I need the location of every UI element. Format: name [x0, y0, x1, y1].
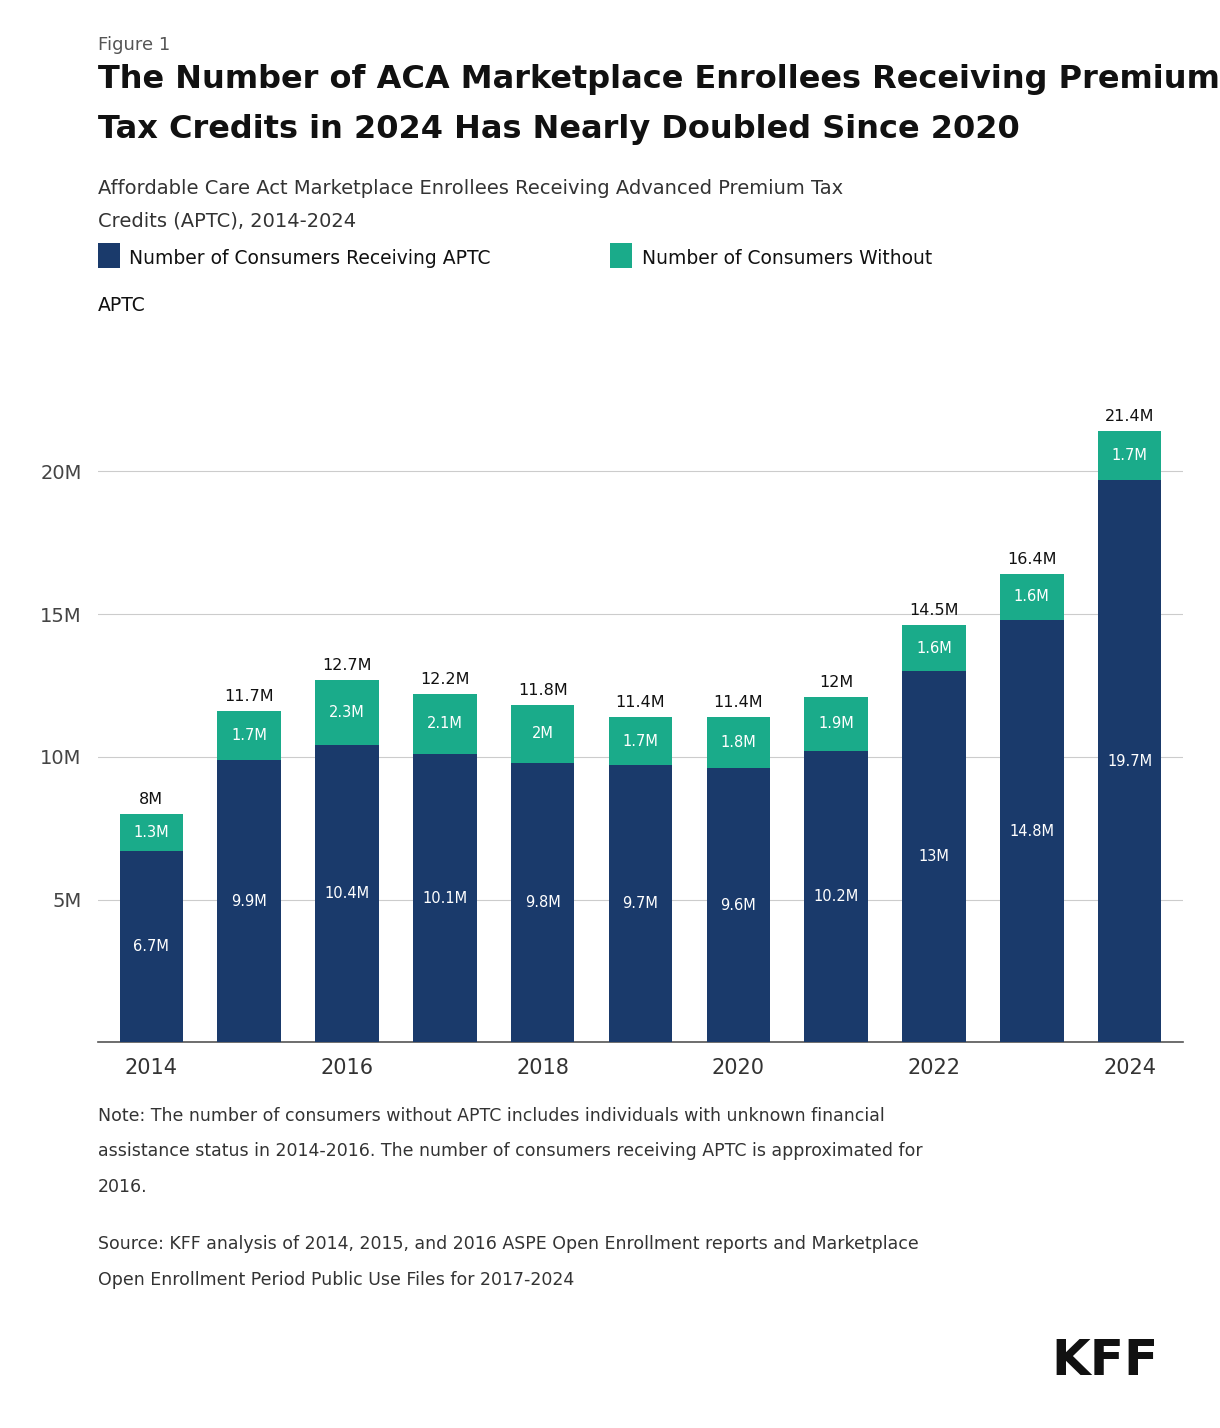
- Bar: [609, 765, 672, 1042]
- Text: assistance status in 2014-2016. The number of consumers receiving APTC is approx: assistance status in 2014-2016. The numb…: [98, 1142, 922, 1161]
- Text: 14.5M: 14.5M: [909, 603, 959, 618]
- Text: 9.9M: 9.9M: [232, 894, 267, 908]
- Text: 1.7M: 1.7M: [1111, 448, 1148, 463]
- Bar: [511, 763, 575, 1042]
- Text: 6.7M: 6.7M: [133, 940, 170, 954]
- Bar: [511, 705, 575, 763]
- Text: 12.7M: 12.7M: [322, 657, 372, 673]
- Bar: [217, 760, 281, 1042]
- Text: Note: The number of consumers without APTC includes individuals with unknown fin: Note: The number of consumers without AP…: [98, 1107, 884, 1125]
- Text: 1.6M: 1.6M: [916, 641, 952, 655]
- Bar: [414, 754, 477, 1042]
- Bar: [902, 625, 966, 671]
- Bar: [414, 694, 477, 754]
- Text: 1.7M: 1.7M: [232, 728, 267, 743]
- Bar: [217, 711, 281, 760]
- Text: 21.4M: 21.4M: [1105, 408, 1154, 424]
- Text: 12M: 12M: [819, 674, 853, 690]
- Text: 1.6M: 1.6M: [1014, 590, 1049, 604]
- Text: 10.1M: 10.1M: [422, 891, 467, 905]
- Text: KFF: KFF: [1052, 1337, 1159, 1385]
- Bar: [804, 751, 867, 1042]
- Text: Open Enrollment Period Public Use Files for 2017-2024: Open Enrollment Period Public Use Files …: [98, 1271, 573, 1289]
- Bar: [1098, 431, 1161, 480]
- Text: 1.3M: 1.3M: [133, 825, 170, 840]
- Text: 13M: 13M: [919, 850, 949, 864]
- Bar: [1000, 620, 1064, 1042]
- Text: 16.4M: 16.4M: [1006, 551, 1057, 567]
- Text: Figure 1: Figure 1: [98, 36, 170, 54]
- Bar: [902, 671, 966, 1042]
- Text: 8M: 8M: [139, 791, 163, 807]
- Text: 11.4M: 11.4M: [616, 694, 665, 710]
- Text: Tax Credits in 2024 Has Nearly Doubled Since 2020: Tax Credits in 2024 Has Nearly Doubled S…: [98, 114, 1020, 146]
- Text: 2016.: 2016.: [98, 1178, 148, 1197]
- Text: 11.4M: 11.4M: [714, 694, 764, 710]
- Text: 12.2M: 12.2M: [420, 671, 470, 687]
- Text: 1.8M: 1.8M: [721, 735, 756, 750]
- Text: 10.4M: 10.4M: [325, 887, 370, 901]
- Text: The Number of ACA Marketplace Enrollees Receiving Premium: The Number of ACA Marketplace Enrollees …: [98, 64, 1220, 96]
- Bar: [120, 814, 183, 851]
- Text: Affordable Care Act Marketplace Enrollees Receiving Advanced Premium Tax: Affordable Care Act Marketplace Enrollee…: [98, 178, 843, 197]
- Text: Number of Consumers Receiving APTC: Number of Consumers Receiving APTC: [129, 248, 490, 268]
- Text: 2.3M: 2.3M: [329, 705, 365, 720]
- Text: 14.8M: 14.8M: [1009, 824, 1054, 838]
- Bar: [120, 851, 183, 1042]
- Text: Credits (APTC), 2014-2024: Credits (APTC), 2014-2024: [98, 211, 356, 230]
- Bar: [609, 717, 672, 765]
- Text: 11.7M: 11.7M: [224, 688, 274, 704]
- Text: 9.8M: 9.8M: [525, 895, 560, 910]
- Text: 1.7M: 1.7M: [622, 734, 659, 748]
- Text: 2.1M: 2.1M: [427, 717, 462, 731]
- Bar: [706, 717, 770, 768]
- Text: 11.8M: 11.8M: [517, 683, 567, 698]
- Bar: [315, 745, 379, 1042]
- Text: 2M: 2M: [532, 727, 554, 741]
- Bar: [315, 680, 379, 745]
- Text: 19.7M: 19.7M: [1107, 754, 1152, 768]
- Text: 1.9M: 1.9M: [819, 717, 854, 731]
- Text: APTC: APTC: [98, 296, 145, 316]
- Text: 9.7M: 9.7M: [622, 897, 659, 911]
- Bar: [804, 697, 867, 751]
- Bar: [1098, 480, 1161, 1042]
- Text: Source: KFF analysis of 2014, 2015, and 2016 ASPE Open Enrollment reports and Ma: Source: KFF analysis of 2014, 2015, and …: [98, 1235, 919, 1254]
- Text: 9.6M: 9.6M: [721, 898, 756, 912]
- Bar: [706, 768, 770, 1042]
- Bar: [1000, 574, 1064, 620]
- Text: Number of Consumers Without: Number of Consumers Without: [642, 248, 932, 268]
- Text: 10.2M: 10.2M: [814, 890, 859, 904]
